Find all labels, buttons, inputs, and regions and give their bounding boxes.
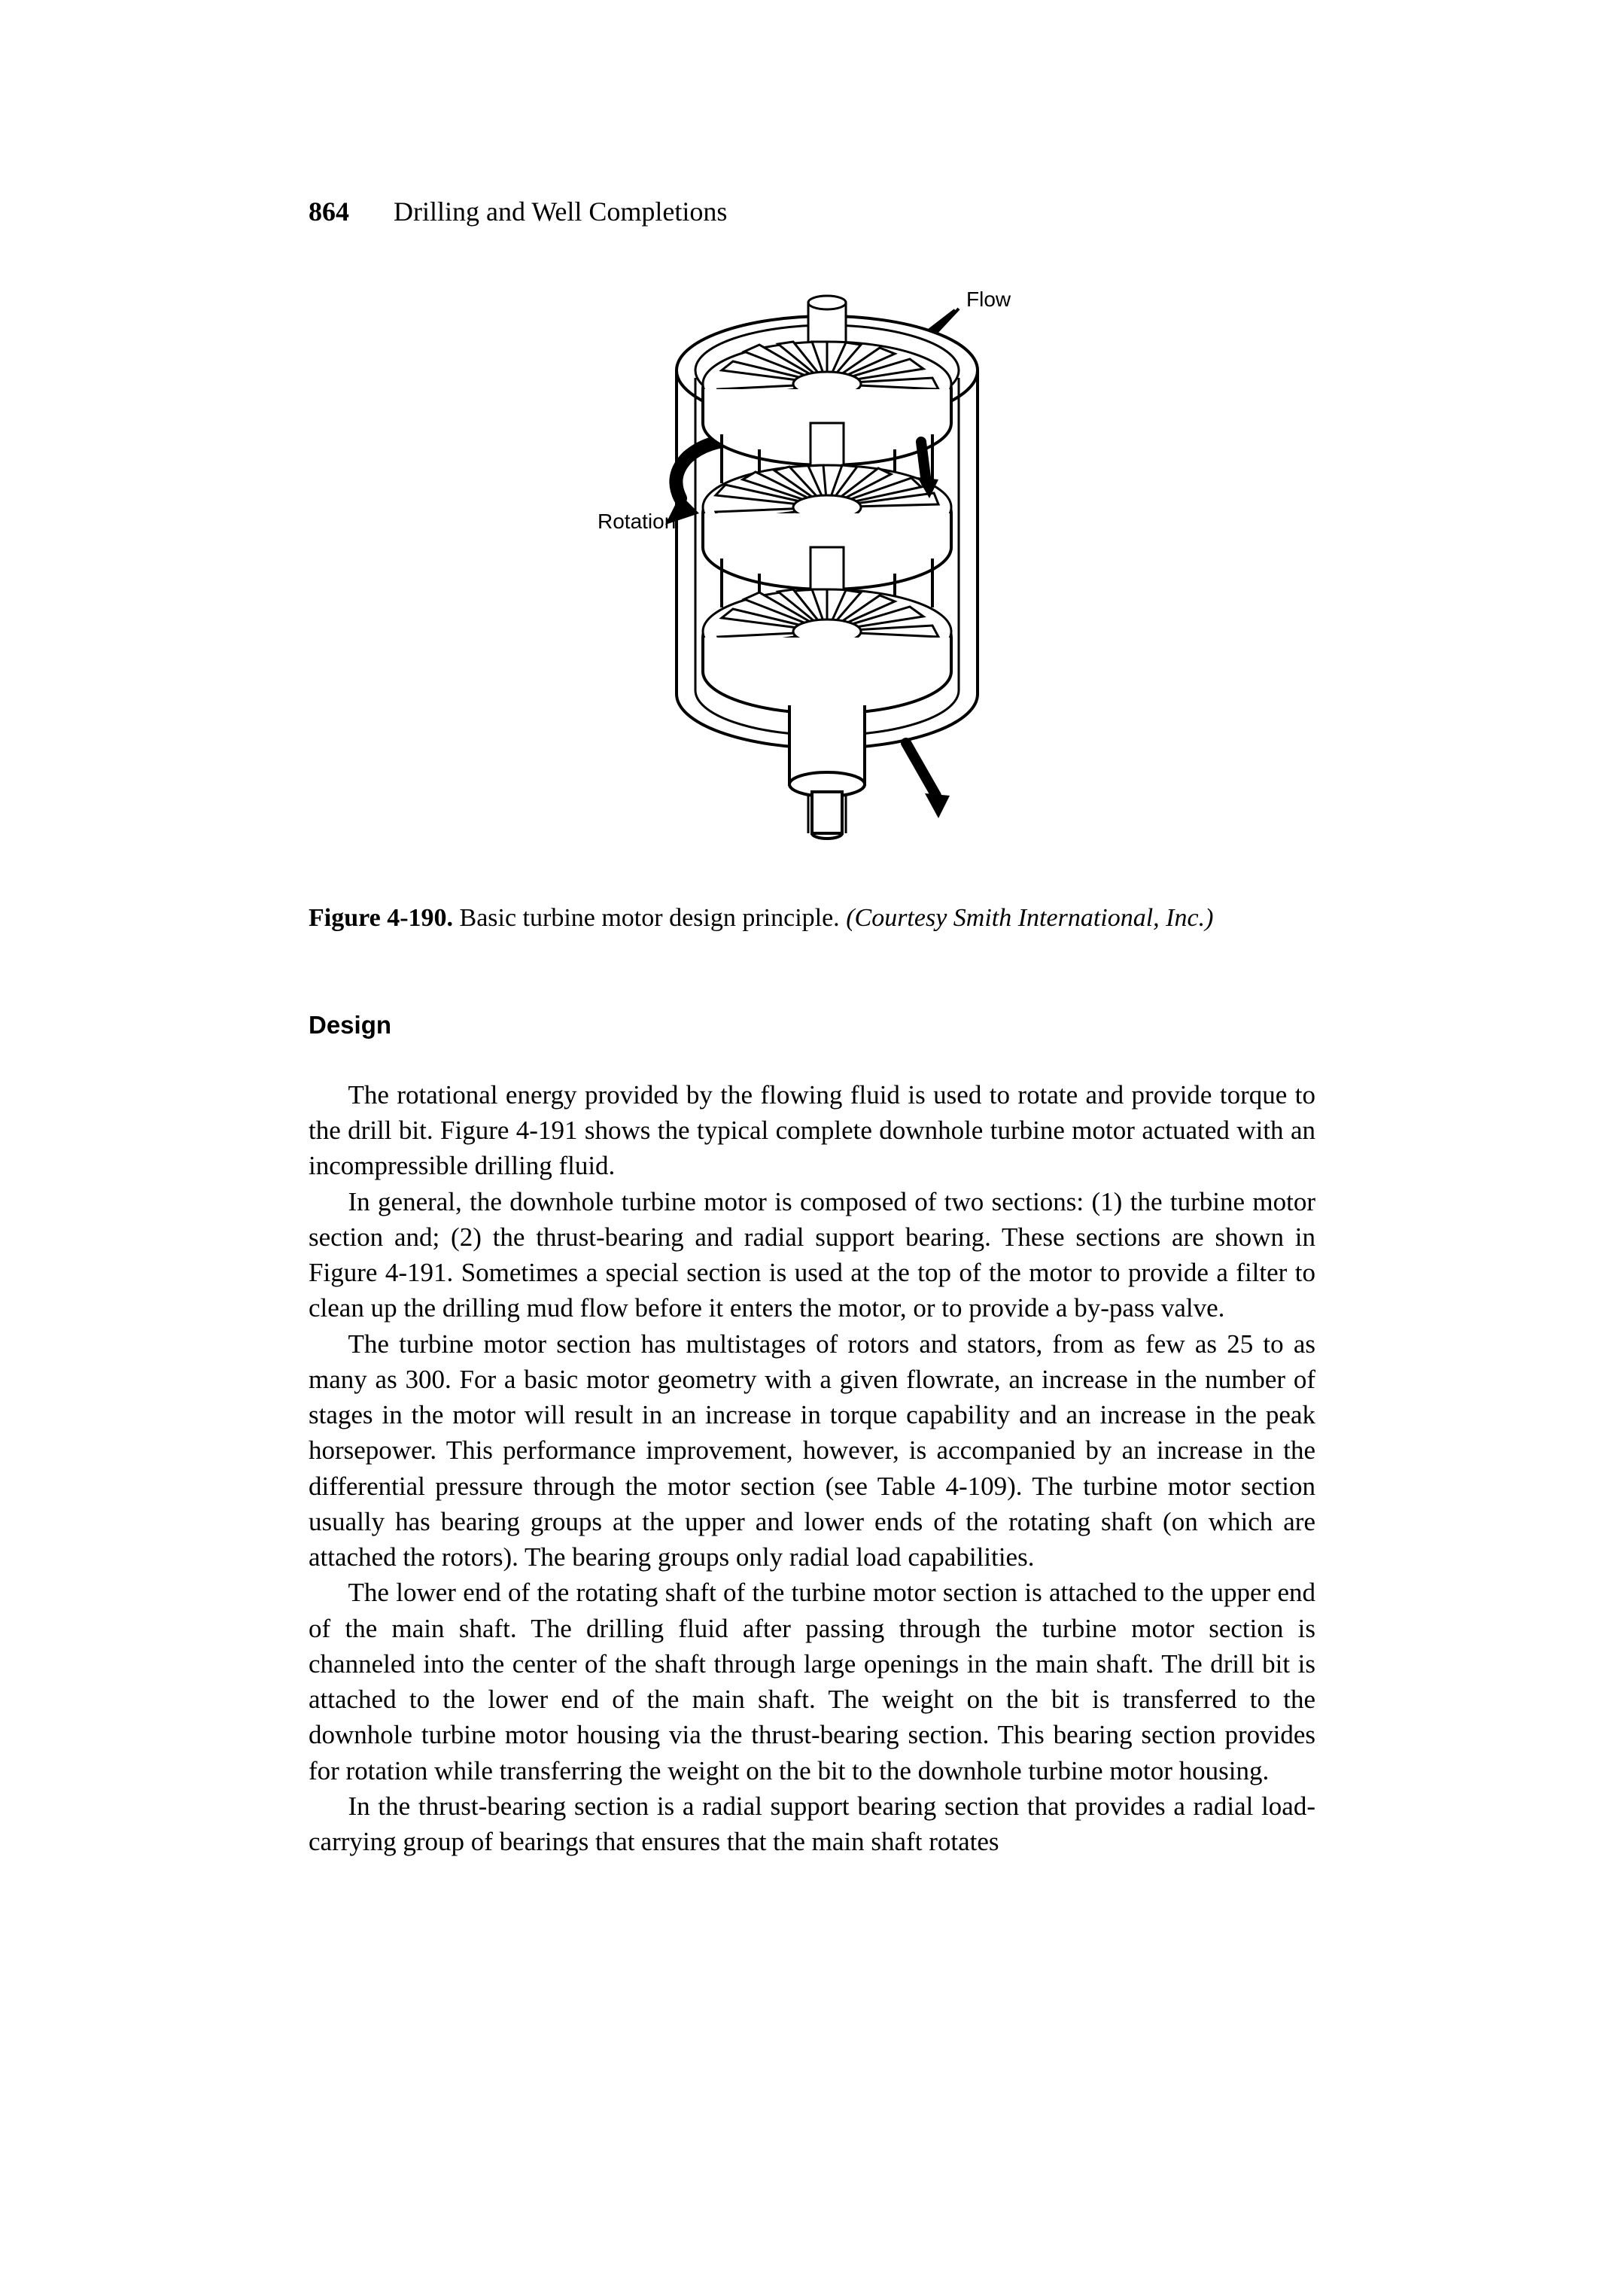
flow-label-text: Flow [966, 288, 1011, 311]
figure-caption: Figure 4-190. Basic turbine motor design… [309, 901, 1315, 936]
section-heading: Design [309, 1011, 1315, 1040]
rotation-label-text: Rotation [598, 510, 676, 533]
chapter-title: Drilling and Well Completions [394, 196, 727, 227]
paragraph-4: The lower end of the rotating shaft of t… [309, 1575, 1315, 1788]
figure-caption-text: Basic turbine motor design principle. [453, 904, 846, 932]
page-number: 864 [309, 196, 349, 227]
figure-container: Flow Rotation [309, 272, 1315, 863]
paragraph-1: The rotational energy provided by the fl… [309, 1077, 1315, 1184]
turbine-figure-svg: Flow Rotation [549, 272, 1075, 860]
figure-caption-number: Figure 4-190. [309, 904, 453, 932]
page-header: 864 Drilling and Well Completions [309, 196, 1315, 227]
paragraph-5: In the thrust-bearing section is a radia… [309, 1788, 1315, 1860]
paragraph-3: The turbine motor section has multistage… [309, 1326, 1315, 1575]
body-text: The rotational energy provided by the fl… [309, 1077, 1315, 1860]
figure-caption-credit: (Courtesy Smith International, Inc.) [846, 904, 1213, 932]
paragraph-2: In general, the downhole turbine motor i… [309, 1184, 1315, 1326]
